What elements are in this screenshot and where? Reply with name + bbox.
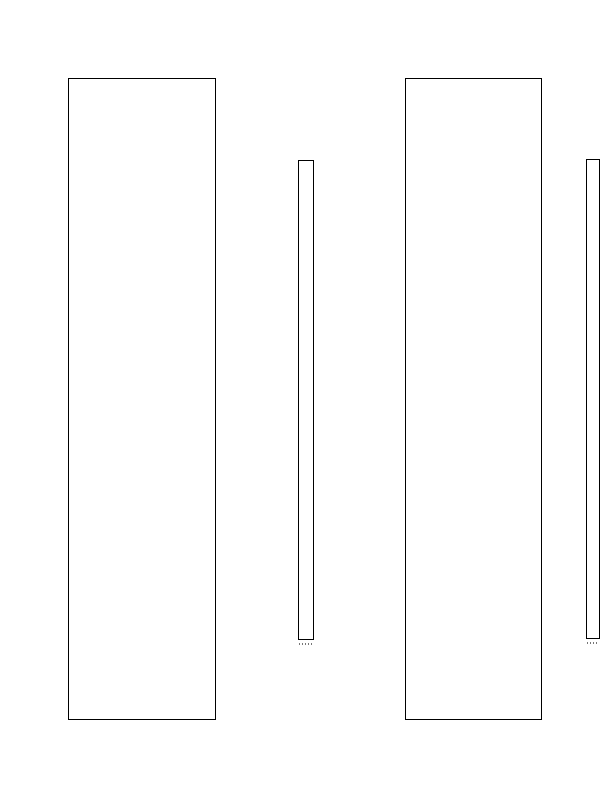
left-colorbar [298, 160, 314, 640]
right-colorbar-end-marks [587, 642, 598, 644]
right-heatmap-canvas [406, 79, 541, 719]
left-heatmap-panel [68, 78, 216, 720]
left-colorbar-end-marks [299, 643, 312, 645]
left-colorbar-canvas [299, 161, 313, 639]
left-heatmap-canvas [69, 79, 215, 719]
right-heatmap-panel [405, 78, 542, 720]
right-colorbar [586, 159, 600, 639]
right-colorbar-canvas [587, 160, 599, 638]
